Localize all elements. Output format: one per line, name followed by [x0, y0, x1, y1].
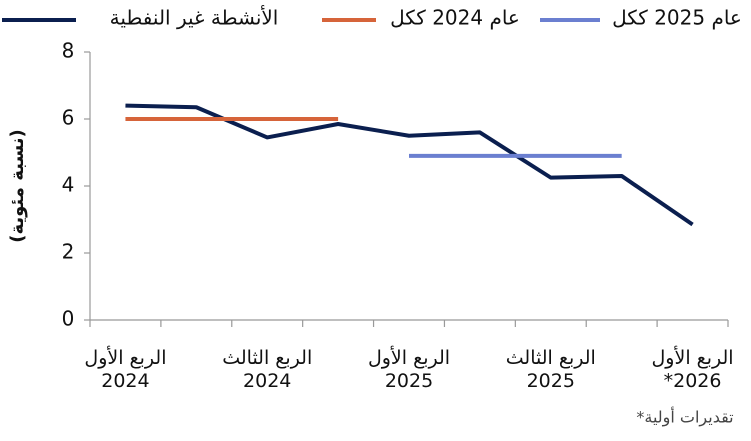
line-series [125, 103, 694, 227]
y-tick-label: 8 [62, 39, 75, 63]
x-tick-label: الربع الثالث 2025 [506, 347, 596, 392]
legend-label: الأنشطة غير النفطية [110, 6, 279, 30]
y-tick-label: 2 [62, 240, 75, 264]
x-tick-label: الربع الأول 2024 [84, 346, 166, 392]
y-tick-label: 6 [62, 106, 75, 130]
y-tick-label: 0 [62, 307, 75, 331]
x-tick-label: الربع الأول 2025 [368, 346, 450, 392]
legend-label: عام 2024 ككل [390, 6, 520, 30]
y-tick-label: 4 [62, 173, 75, 197]
legend-label: عام 2025 ككل [612, 6, 742, 30]
x-tick-label: الربع الأول 2026* [652, 346, 734, 392]
y-axis-title: (نسبة مئوية) [7, 129, 28, 243]
x-tick-label: الربع الثالث 2024 [222, 347, 312, 392]
footnote: تقديرات أولية* [636, 407, 733, 428]
